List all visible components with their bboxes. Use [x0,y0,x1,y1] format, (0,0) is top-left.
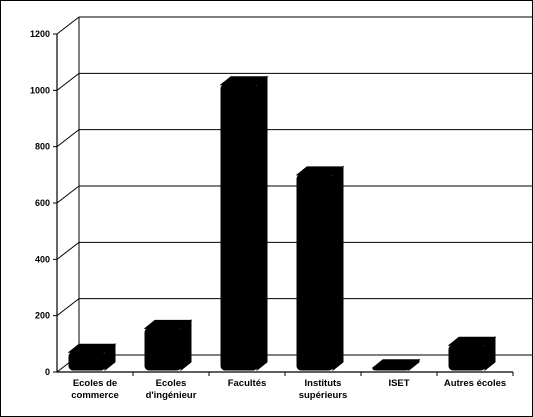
category-label: commerce [71,390,119,401]
category-label: d'ingénieur [146,390,197,401]
category-label: Facultés [228,378,267,389]
category-label: Autres écoles [444,378,506,389]
y-tick-label: 200 [35,311,50,321]
bar-front [220,84,258,371]
bar-front [144,327,182,371]
gridline-wall-segment [56,185,80,204]
y-tick-labels: 0 200 400 600 800 1000 1200 [30,29,50,377]
bar [447,336,497,372]
bar [295,165,345,372]
y-tick-label: 400 [35,254,50,264]
gridline-wall-segment [56,16,80,35]
bar-side [256,75,268,372]
gridline-wall-segment [56,72,80,91]
category-label: Instituts [305,378,342,389]
bar-front [372,367,410,371]
axes [53,17,514,376]
gridline-wall-segment [56,298,80,317]
bar [67,343,117,372]
bar [143,319,193,372]
category-label: supérieurs [299,390,348,401]
y-tick-label: 1200 [30,29,50,39]
bar-front [448,344,486,371]
category-label: Ecoles de [73,378,117,389]
bar [371,358,421,372]
category-label: ISET [388,378,409,389]
bar-side [332,165,344,372]
y-tick-label: 0 [45,367,50,377]
y-tick-label: 1000 [30,85,50,95]
gridline-wall-segment [56,241,80,260]
gridline-wall-segment [56,129,80,148]
bar [219,75,269,372]
y-tick-label: 800 [35,142,50,152]
bar-front [68,351,106,371]
y-tick-label: 600 [35,198,50,208]
bars [67,75,497,372]
gridlines [56,16,533,373]
bar-front [296,174,334,371]
bar-side [180,319,192,372]
category-label: Ecoles [156,378,187,389]
